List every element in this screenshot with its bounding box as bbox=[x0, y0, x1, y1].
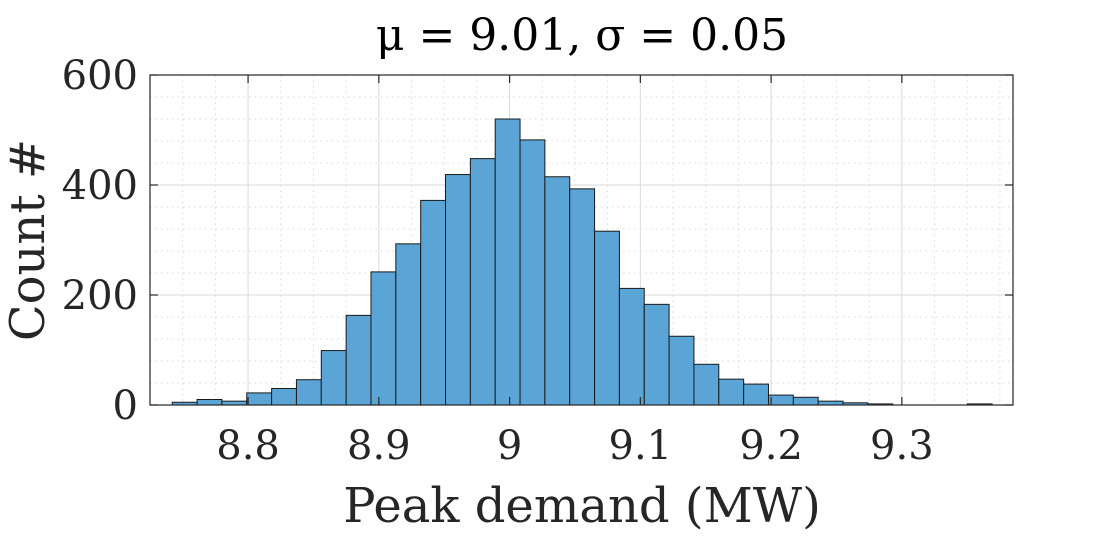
x-tick-label: 9.3 bbox=[870, 423, 934, 469]
histogram-bar bbox=[395, 243, 422, 406]
y-axis-label: Count # bbox=[0, 139, 56, 341]
histogram-bars bbox=[171, 118, 993, 406]
axis-ticks bbox=[150, 74, 1013, 406]
histogram-bar bbox=[246, 392, 273, 406]
y-tick-label: 200 bbox=[62, 273, 138, 319]
histogram-bar bbox=[569, 188, 596, 406]
plot-frame bbox=[149, 74, 1014, 406]
y-tick-label: 600 bbox=[62, 53, 138, 99]
x-tick-label: 8.9 bbox=[347, 423, 411, 469]
x-tick-label: 8.8 bbox=[216, 423, 280, 469]
y-tick-label: 400 bbox=[62, 163, 138, 209]
x-axis-label: Peak demand (MW) bbox=[343, 478, 821, 534]
histogram-bar bbox=[469, 158, 496, 406]
x-tick-labels: 8.8 8.9 9 9.1 9.2 9.3 bbox=[216, 423, 933, 469]
histogram-bar bbox=[767, 394, 794, 406]
y-tick-label: 0 bbox=[113, 383, 138, 429]
histogram-bar bbox=[420, 199, 447, 406]
x-tick-label: 9.2 bbox=[739, 423, 803, 469]
histogram-bar bbox=[544, 176, 571, 406]
histogram-bar bbox=[668, 335, 695, 406]
histogram-bar bbox=[594, 230, 620, 406]
histogram-bar bbox=[345, 314, 372, 406]
histogram-bar bbox=[370, 271, 397, 406]
x-tick-label: 9 bbox=[497, 423, 522, 469]
histogram-bar bbox=[743, 383, 769, 406]
histogram-bar bbox=[718, 378, 745, 406]
histogram-bar bbox=[445, 174, 471, 406]
chart-title: μ = 9.01, σ = 0.05 bbox=[376, 10, 788, 61]
histogram-bar bbox=[643, 303, 670, 406]
y-tick-labels: 0 200 400 600 bbox=[62, 53, 138, 429]
histogram-bar bbox=[271, 388, 297, 406]
histogram-bar bbox=[792, 396, 819, 406]
histogram-bar bbox=[519, 139, 546, 406]
histogram-bar bbox=[693, 363, 720, 406]
histogram-bar bbox=[494, 118, 521, 406]
histogram-bar bbox=[196, 399, 223, 406]
x-tick-label: 9.1 bbox=[609, 423, 673, 469]
histogram-bar bbox=[618, 287, 645, 406]
histogram-bar bbox=[295, 379, 322, 406]
histogram-bar bbox=[320, 350, 347, 406]
